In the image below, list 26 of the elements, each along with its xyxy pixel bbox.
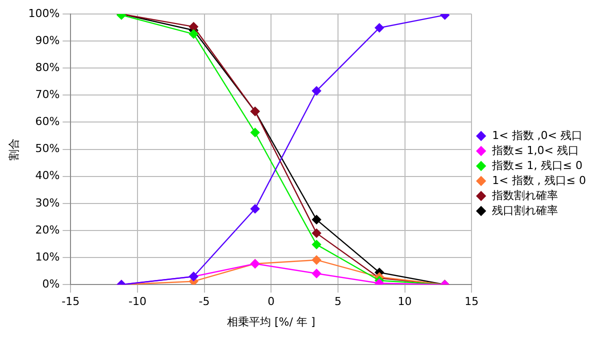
x-axis-title: 相乗平均 [%/ 年 ] [227,315,316,328]
legend-label: 1< 指数 ,0< 残口 [492,128,583,142]
legend-label: 1< 指数 , 残口≤ 0 [492,174,586,187]
x-tick-label: 0 [268,295,275,308]
legend-label: 指数≤ 1,0< 残口 [491,144,580,157]
y-tick-label: 10% [35,250,60,264]
y-tick-label: 70% [35,88,60,102]
x-tick-label: -10 [128,295,146,308]
y-tick-label: 40% [35,169,60,182]
y-axis-title: 割合 [7,138,20,160]
x-tick-label: 15 [464,295,479,308]
legend-label: 指数割れ確率 [491,188,558,202]
y-tick-label: 0% [42,277,60,290]
legend-label: 指数≤ 1, 残口≤ 0 [491,158,583,172]
y-tick-label: 50% [35,142,60,156]
y-tick-label: 20% [35,223,60,236]
legend-label: 残口割れ確率 [492,204,558,217]
y-tick-label: 30% [35,196,60,210]
x-tick-label: 5 [334,295,342,308]
x-tick-label: 10 [398,295,412,308]
y-tick-label: 80% [35,60,60,74]
y-tick-label: 60% [35,115,60,128]
y-tick-label: 100% [28,6,60,20]
x-tick-label: -15 [62,295,80,308]
y-tick-label: 90% [35,34,60,47]
x-tick-label: -5 [198,295,210,308]
